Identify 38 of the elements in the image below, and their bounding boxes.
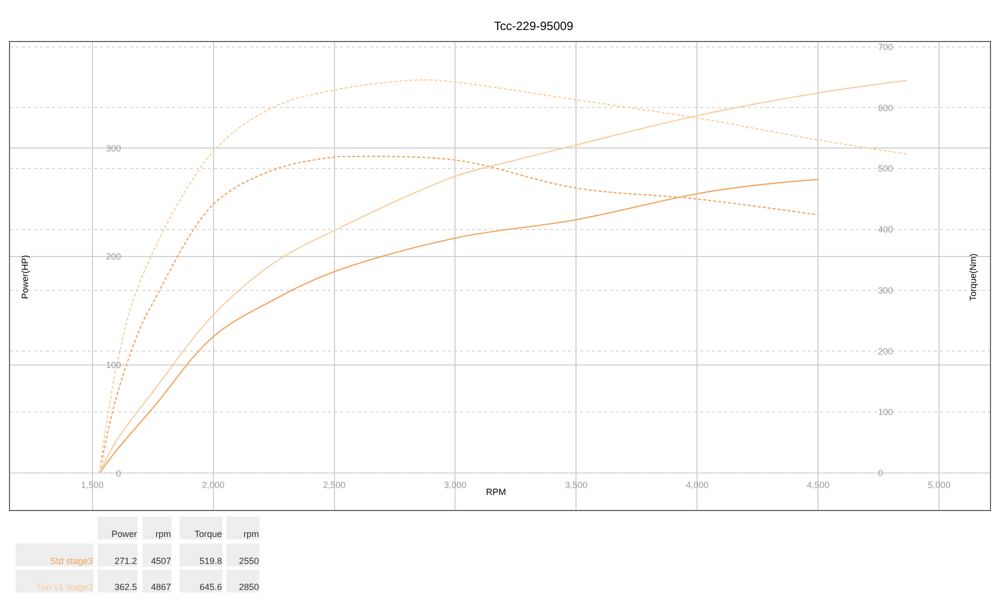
text: 2850: [238, 582, 259, 592]
text: 271.2: [114, 556, 137, 566]
text: 4867: [150, 582, 171, 592]
text: rpm: [156, 529, 171, 539]
y-tick-label: 200: [106, 252, 121, 262]
x-tick-label: 4,000: [686, 480, 708, 490]
y2-tick-label: 400: [878, 224, 894, 235]
y-axis-title: Power(HP): [20, 254, 30, 299]
chart-title: Tcc-229-95009: [494, 19, 574, 34]
y2-axis-title: Torque(Nm): [968, 253, 978, 301]
y2-tick-label: 700: [878, 42, 894, 52]
text: rpm: [244, 529, 259, 539]
x-tick-label: 2,500: [322, 480, 346, 490]
y2-tick-label: 600: [878, 102, 894, 113]
text: 2550: [238, 556, 259, 566]
y2-tick-label: 100: [878, 407, 894, 418]
y-tick-label: 0: [116, 468, 121, 478]
text: Power: [111, 529, 137, 539]
text: Std stage3: [50, 556, 93, 566]
text: 362.5: [114, 582, 137, 592]
x-axis-title: RPM: [486, 487, 506, 497]
x-tick-label: 1,500: [81, 480, 104, 490]
y2-tick-label: 200: [878, 346, 894, 356]
y2-tick-label: 0: [878, 468, 884, 478]
y2-tick-label: 300: [878, 285, 894, 296]
x-tick-label: 5,000: [928, 480, 950, 490]
text: 645.6: [199, 582, 222, 592]
text: Tun v1 stage3: [36, 582, 93, 592]
text: 519.8: [199, 556, 222, 566]
y-tick-label: 100: [106, 360, 121, 370]
x-tick-label: 3,000: [444, 480, 466, 490]
y2-tick-label: 500: [878, 164, 894, 174]
x-tick-label: 2,000: [202, 480, 225, 490]
x-tick-label: 3,500: [564, 480, 588, 490]
x-tick-label: 4,500: [806, 480, 830, 490]
y-tick-label: 300: [106, 143, 121, 154]
text: Torque: [194, 529, 222, 539]
text: 4507: [150, 556, 171, 566]
